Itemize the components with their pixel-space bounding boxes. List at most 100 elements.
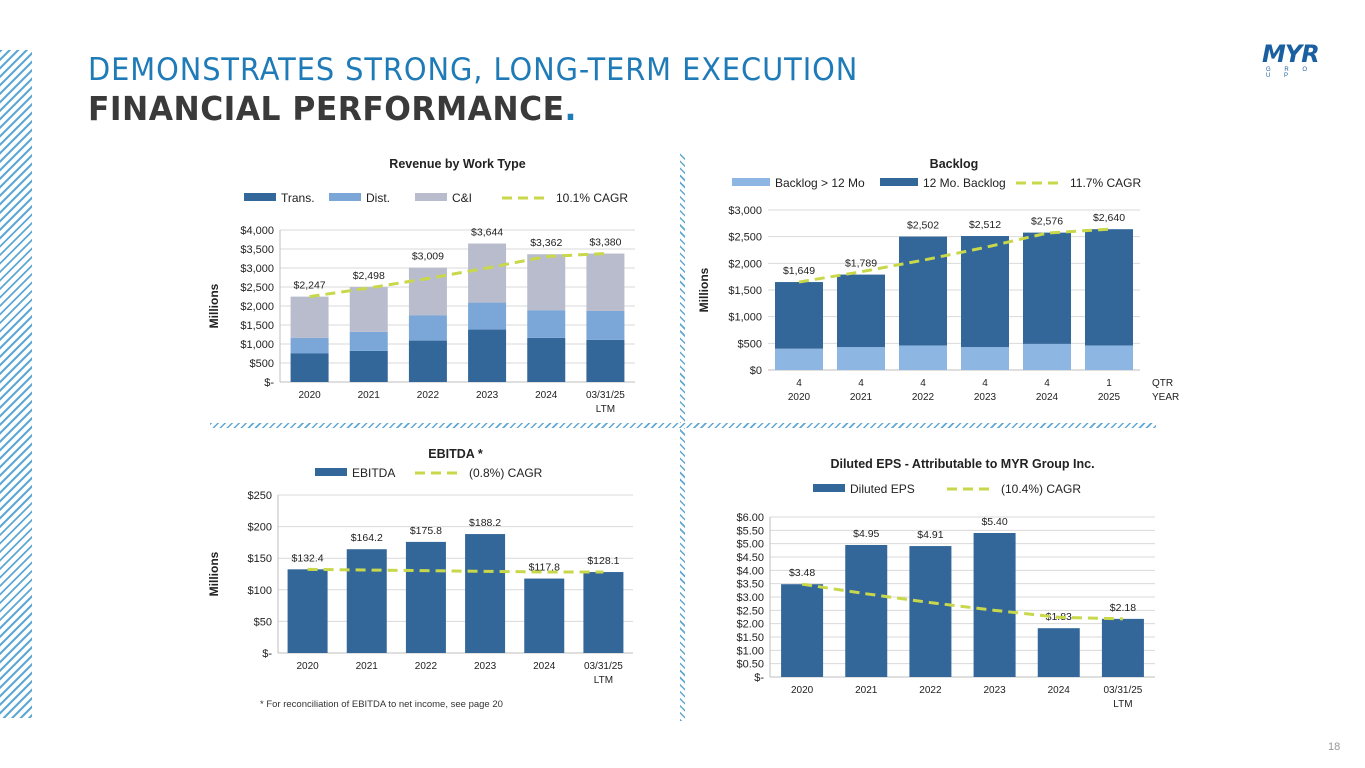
legend-swatch <box>315 468 347 476</box>
chart-title: EBITDA * <box>428 447 483 461</box>
legend-label: (10.4%) CAGR <box>1001 482 1081 496</box>
bar-diluted-eps <box>1037 628 1080 677</box>
x-tick-label: 2020 <box>296 661 319 672</box>
legend-swatch <box>329 193 361 201</box>
bar-diluted-eps <box>973 533 1016 677</box>
data-label: $2,247 <box>294 280 326 292</box>
legend-label: Backlog > 12 Mo <box>775 176 865 190</box>
bar-c-i <box>290 296 329 338</box>
horizontal-divider <box>210 423 1156 428</box>
x-tick-label: 2020 <box>298 390 321 401</box>
logo-mark: MYR <box>1262 40 1320 68</box>
legend-swatch <box>732 178 770 186</box>
data-label: $2,498 <box>353 270 385 282</box>
y-tick-label: $1,500 <box>728 285 762 297</box>
x-tick-sublabel: LTM <box>1113 699 1132 710</box>
data-label: $3.48 <box>789 567 815 579</box>
slide-title-text: FINANCIAL PERFORMANCE <box>88 89 565 128</box>
bar-dist <box>527 310 566 338</box>
x-tick-label: 2023 <box>474 661 497 672</box>
bar-diluted-eps <box>781 584 824 677</box>
y-tick-label: $- <box>754 672 764 684</box>
x-tick-label: 4 <box>796 378 802 389</box>
legend-label: Trans. <box>281 191 315 205</box>
bar-12-mo-backlog <box>837 274 885 348</box>
data-label: $1,789 <box>845 258 877 270</box>
bar-ebitda <box>346 549 387 653</box>
x-tick-sublabel: 2020 <box>788 392 811 403</box>
x-tick-label: 2023 <box>476 390 499 401</box>
x-tick-sublabel: 2021 <box>850 392 873 403</box>
x-tick-label: 4 <box>982 378 988 389</box>
data-label: $2,576 <box>1031 216 1063 228</box>
bar-diluted-eps <box>845 545 888 677</box>
data-label: $3,362 <box>530 237 562 249</box>
y-tick-label: $5.00 <box>736 539 764 551</box>
data-label: $2.18 <box>1110 602 1136 614</box>
bar-ebitda <box>465 534 506 653</box>
bar-backlog-12-mo <box>837 347 885 370</box>
bar-12-mo-backlog <box>961 236 1009 348</box>
x-tick-label: 2021 <box>356 661 379 672</box>
x-tick-label: 2024 <box>1048 685 1071 696</box>
data-label: $2,640 <box>1093 212 1125 224</box>
y-tick-label: $100 <box>248 585 272 597</box>
axis-row-label-qtr: QTR <box>1152 378 1173 389</box>
x-tick-sublabel: 2024 <box>1036 392 1059 403</box>
legend-label: C&I <box>452 191 472 205</box>
x-tick-label: 03/31/25 <box>584 661 623 672</box>
y-axis-label: Millions <box>697 267 711 312</box>
legend-swatch <box>415 193 447 201</box>
myr-group-logo: MYR G R O U P <box>1262 40 1322 79</box>
bar-diluted-eps <box>909 546 952 677</box>
y-tick-label: $2.50 <box>736 605 764 617</box>
x-tick-label: 2020 <box>791 685 814 696</box>
y-tick-label: $6.00 <box>736 512 764 524</box>
slide-title-dot: . <box>564 89 577 128</box>
y-tick-label: $4,000 <box>240 225 274 237</box>
bar-dist <box>468 302 507 330</box>
y-tick-label: $1.50 <box>736 632 764 644</box>
legend-swatch <box>244 193 276 201</box>
bar-backlog-12-mo <box>899 345 947 370</box>
data-label: $132.4 <box>292 552 324 564</box>
bar-12-mo-backlog <box>899 236 947 346</box>
legend-label: (0.8%) CAGR <box>469 466 543 480</box>
revenue-chart: Revenue by Work Type Trans. Dist. C&I 10.1% … <box>207 157 635 415</box>
x-tick-label: 2023 <box>983 685 1006 696</box>
data-label: $2,512 <box>969 219 1001 231</box>
y-tick-label: $3.50 <box>736 579 764 591</box>
legend-swatch <box>880 178 918 186</box>
x-tick-label: 1 <box>1106 378 1112 389</box>
y-tick-label: $3,000 <box>240 263 274 275</box>
bar-ebitda <box>405 541 446 653</box>
data-label: $4.91 <box>917 529 943 541</box>
data-label: $188.2 <box>469 517 501 529</box>
legend-swatch <box>813 484 845 492</box>
bar-c-i <box>349 287 388 332</box>
y-axis-label: Millions <box>207 283 221 328</box>
y-tick-label: $50 <box>254 616 272 628</box>
y-tick-label: $1.00 <box>736 645 764 657</box>
bar-c-i <box>586 253 625 311</box>
y-tick-label: $1,500 <box>240 320 274 332</box>
cagr-trend-line <box>798 227 1110 284</box>
data-label: $3,009 <box>412 251 444 263</box>
y-tick-label: $0 <box>750 365 762 377</box>
data-label: $175.8 <box>410 525 442 537</box>
legend-label: 12 Mo. Backlog <box>923 176 1006 190</box>
y-tick-label: $0.50 <box>736 659 764 671</box>
legend-label: 10.1% CAGR <box>556 191 628 205</box>
bar-trans <box>408 340 447 382</box>
chart-title: Backlog <box>930 157 979 171</box>
y-tick-label: $2,000 <box>728 258 762 270</box>
bar-c-i <box>468 243 507 303</box>
bar-backlog-12-mo <box>961 347 1009 370</box>
y-tick-label: $3,500 <box>240 244 274 256</box>
y-tick-label: $500 <box>250 358 274 370</box>
x-tick-label: 2021 <box>358 390 381 401</box>
y-tick-label: $- <box>262 648 272 660</box>
data-label: $128.1 <box>587 555 619 567</box>
eps-chart: Diluted EPS - Attributable to MYR Group … <box>736 457 1155 710</box>
cagr-trend-line <box>307 567 604 574</box>
